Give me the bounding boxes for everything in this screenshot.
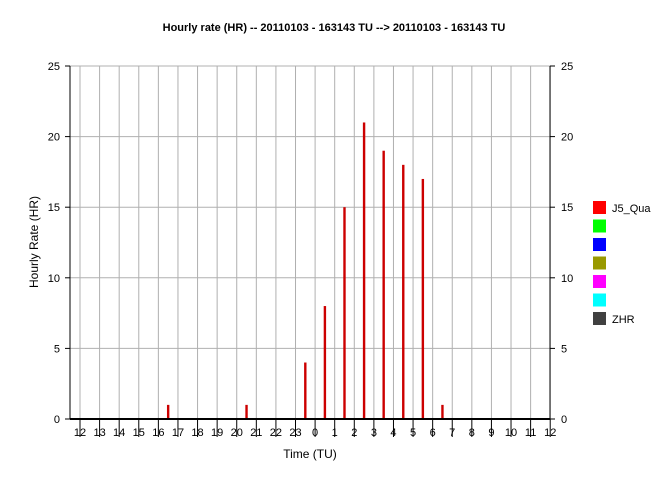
x-tick-label: 5 <box>410 427 416 439</box>
x-tick-label: 22 <box>270 427 282 439</box>
bar <box>323 306 327 419</box>
x-tick-label: 11 <box>525 427 536 439</box>
x-tick-label: 18 <box>191 427 203 439</box>
x-tick-label: 1 <box>332 427 338 439</box>
y-tick-label-right: 0 <box>561 414 567 426</box>
x-axis-label: Time (TU) <box>283 447 337 461</box>
x-tick-label: 15 <box>133 427 145 439</box>
y-axis-label: Hourly Rate (HR) <box>27 196 41 288</box>
bar <box>421 178 425 419</box>
legend-swatch <box>593 312 606 325</box>
x-tick-label: 8 <box>469 427 475 439</box>
bar <box>402 164 405 419</box>
bar <box>441 404 444 419</box>
bar <box>304 362 307 419</box>
y-tick-label-right: 25 <box>561 61 573 73</box>
y-tick-label-left: 25 <box>48 61 60 73</box>
y-tick-label-left: 10 <box>48 273 60 285</box>
x-tick-label: 16 <box>152 427 164 439</box>
x-tick-label: 3 <box>371 427 377 439</box>
y-tick-label-left: 5 <box>54 343 60 355</box>
bars <box>166 122 444 419</box>
x-tick-label: 10 <box>505 427 517 439</box>
y-tick-label-right: 15 <box>561 202 573 214</box>
y-tick-label-right: 5 <box>561 343 567 355</box>
bar <box>343 207 346 419</box>
x-tick-label: 21 <box>250 427 262 439</box>
x-tick-label: 7 <box>449 427 455 439</box>
chart-title: Hourly rate (HR) -- 20110103 - 163143 TU… <box>163 22 506 34</box>
legend-label: J5_Qua <box>612 203 651 215</box>
x-tick-label: 13 <box>93 427 105 439</box>
legend-swatch <box>593 275 606 288</box>
bar <box>245 404 248 419</box>
legend-swatch <box>593 219 606 233</box>
x-tick-label: 17 <box>172 427 184 439</box>
legend: J5_Qua ZHR <box>593 201 651 326</box>
y-tick-label-right: 10 <box>561 273 573 285</box>
y-tick-label-right: 20 <box>561 132 573 144</box>
x-tick-label: 0 <box>312 427 318 439</box>
legend-label: ZHR <box>612 314 635 326</box>
x-tick-label: 12 <box>544 427 556 439</box>
axes <box>69 66 551 420</box>
legend-swatch <box>593 293 606 307</box>
x-tick-label: 12 <box>74 427 86 439</box>
y-tick-label-left: 0 <box>54 414 60 426</box>
grid <box>70 65 551 420</box>
bar <box>166 404 170 419</box>
x-tick-label: 20 <box>231 427 243 439</box>
x-tick-label: 2 <box>351 427 357 439</box>
x-ticks: 12 13 14 15 16 17 18 19 20 21 22 23 0 1 2 3 4 5 6 7 8 9 10 11 12 <box>74 419 556 439</box>
y-ticks-left: 0 5 10 15 20 25 <box>48 61 70 426</box>
bar <box>362 122 366 419</box>
y-tick-label-left: 20 <box>48 132 60 144</box>
legend-swatch <box>593 238 606 251</box>
x-tick-label: 19 <box>211 427 223 439</box>
legend-swatch <box>593 201 606 214</box>
x-tick-label: 14 <box>113 427 125 439</box>
x-tick-label: 6 <box>430 427 436 439</box>
bar <box>382 150 385 419</box>
legend-swatch <box>593 256 606 270</box>
y-tick-label-left: 15 <box>48 202 60 214</box>
y-ticks-right: 0 5 10 15 20 25 <box>550 61 573 426</box>
x-tick-label: 9 <box>488 427 494 439</box>
x-tick-label: 4 <box>390 427 396 439</box>
x-tick-label: 23 <box>289 427 301 439</box>
